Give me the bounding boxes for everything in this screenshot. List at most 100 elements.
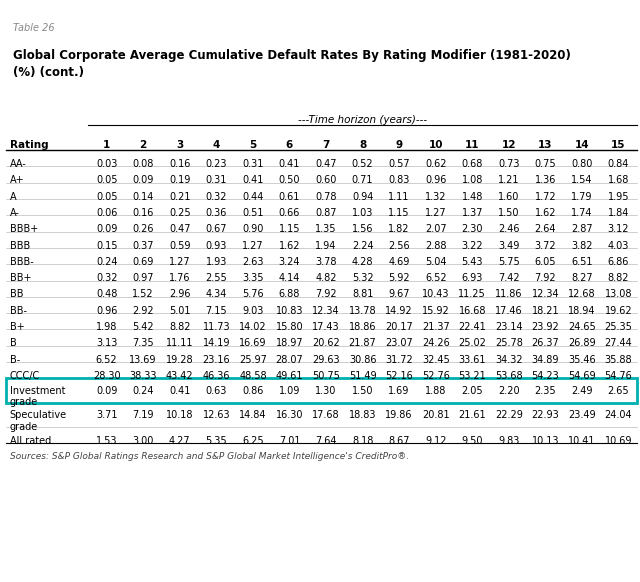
Text: 10: 10 bbox=[428, 140, 443, 150]
Text: 8.67: 8.67 bbox=[388, 436, 410, 446]
Text: 26.37: 26.37 bbox=[531, 338, 559, 349]
Text: 8.82: 8.82 bbox=[169, 322, 191, 332]
Text: 2.30: 2.30 bbox=[461, 224, 483, 235]
Text: 0.62: 0.62 bbox=[425, 159, 447, 169]
Text: 5.04: 5.04 bbox=[425, 257, 447, 267]
Text: 23.92: 23.92 bbox=[531, 322, 559, 332]
Text: BBB: BBB bbox=[10, 240, 30, 251]
Text: 0.09: 0.09 bbox=[96, 224, 117, 235]
Text: 0.47: 0.47 bbox=[169, 224, 191, 235]
Text: 0.71: 0.71 bbox=[352, 175, 373, 186]
Text: 1.08: 1.08 bbox=[461, 175, 483, 186]
Text: 3.82: 3.82 bbox=[572, 240, 593, 251]
Text: 1.93: 1.93 bbox=[205, 257, 227, 267]
Text: 0.67: 0.67 bbox=[205, 224, 227, 235]
Text: 0.66: 0.66 bbox=[279, 208, 300, 218]
Text: 1.72: 1.72 bbox=[534, 191, 556, 202]
Text: 3.78: 3.78 bbox=[316, 257, 337, 267]
Text: 0.59: 0.59 bbox=[169, 240, 191, 251]
Text: 6: 6 bbox=[286, 140, 293, 150]
Text: 29.63: 29.63 bbox=[312, 354, 340, 365]
Text: 0.16: 0.16 bbox=[132, 208, 154, 218]
Text: 6.86: 6.86 bbox=[608, 257, 629, 267]
Text: 1.62: 1.62 bbox=[534, 208, 556, 218]
Text: 5: 5 bbox=[249, 140, 257, 150]
Text: 18.94: 18.94 bbox=[568, 306, 596, 316]
Text: 0.47: 0.47 bbox=[316, 159, 337, 169]
Text: 7.19: 7.19 bbox=[132, 410, 154, 420]
Text: 15: 15 bbox=[611, 140, 626, 150]
Text: 21.37: 21.37 bbox=[422, 322, 449, 332]
Text: 3.24: 3.24 bbox=[278, 257, 300, 267]
Text: 5.92: 5.92 bbox=[388, 273, 410, 283]
Text: 0.87: 0.87 bbox=[316, 208, 337, 218]
Text: 1.27: 1.27 bbox=[425, 208, 447, 218]
Text: 12.34: 12.34 bbox=[532, 289, 559, 300]
Text: 49.61: 49.61 bbox=[276, 371, 303, 381]
Text: 5.32: 5.32 bbox=[352, 273, 373, 283]
Text: 23.14: 23.14 bbox=[495, 322, 523, 332]
Text: 4.27: 4.27 bbox=[169, 436, 191, 446]
Text: 8.82: 8.82 bbox=[608, 273, 629, 283]
Text: 6.52: 6.52 bbox=[425, 273, 447, 283]
Text: All rated: All rated bbox=[10, 436, 51, 446]
Text: 1.94: 1.94 bbox=[316, 240, 337, 251]
Text: 1.68: 1.68 bbox=[608, 175, 629, 186]
Text: 20.17: 20.17 bbox=[385, 322, 413, 332]
Text: 25.35: 25.35 bbox=[605, 322, 632, 332]
Text: 1.11: 1.11 bbox=[388, 191, 410, 202]
Text: 3.00: 3.00 bbox=[132, 436, 154, 446]
Text: 0.23: 0.23 bbox=[205, 159, 227, 169]
Text: 0.32: 0.32 bbox=[96, 273, 117, 283]
Text: 4: 4 bbox=[212, 140, 220, 150]
Text: Sources: S&P Global Ratings Research and S&P Global Market Intelligence's Credit: Sources: S&P Global Ratings Research and… bbox=[10, 452, 409, 461]
Text: B: B bbox=[10, 338, 17, 349]
Text: 12.63: 12.63 bbox=[202, 410, 230, 420]
Text: 1.74: 1.74 bbox=[572, 208, 593, 218]
Text: 22.41: 22.41 bbox=[458, 322, 486, 332]
Text: 10.41: 10.41 bbox=[568, 436, 596, 446]
Text: 19.28: 19.28 bbox=[166, 354, 193, 365]
Text: 0.21: 0.21 bbox=[169, 191, 191, 202]
Text: Investment
grade: Investment grade bbox=[10, 386, 65, 407]
Text: 0.52: 0.52 bbox=[352, 159, 373, 169]
Text: 9.67: 9.67 bbox=[388, 289, 410, 300]
Text: 6.88: 6.88 bbox=[279, 289, 300, 300]
Text: 2.46: 2.46 bbox=[498, 224, 520, 235]
Text: AA-: AA- bbox=[10, 159, 26, 169]
Text: 2.63: 2.63 bbox=[242, 257, 264, 267]
Text: 8.18: 8.18 bbox=[352, 436, 373, 446]
Text: 5.42: 5.42 bbox=[132, 322, 154, 332]
Text: 52.76: 52.76 bbox=[422, 371, 450, 381]
Text: 1.98: 1.98 bbox=[96, 322, 117, 332]
Text: 17.43: 17.43 bbox=[312, 322, 340, 332]
Text: 0.60: 0.60 bbox=[316, 175, 337, 186]
Text: 1.27: 1.27 bbox=[169, 257, 191, 267]
Text: 0.57: 0.57 bbox=[388, 159, 410, 169]
Text: 53.21: 53.21 bbox=[458, 371, 486, 381]
Text: 2.56: 2.56 bbox=[388, 240, 410, 251]
Text: Global Corporate Average Cumulative Default Rates By Rating Modifier (1981-2020): Global Corporate Average Cumulative Defa… bbox=[13, 49, 571, 80]
Text: 38.33: 38.33 bbox=[129, 371, 157, 381]
Text: 20.81: 20.81 bbox=[422, 410, 449, 420]
Text: 8.81: 8.81 bbox=[352, 289, 373, 300]
Text: 2.92: 2.92 bbox=[132, 306, 154, 316]
Text: 19.86: 19.86 bbox=[385, 410, 413, 420]
Text: 7.92: 7.92 bbox=[316, 289, 337, 300]
Text: 1.15: 1.15 bbox=[278, 224, 300, 235]
Text: 2.87: 2.87 bbox=[571, 224, 593, 235]
Text: 0.86: 0.86 bbox=[242, 386, 264, 396]
Text: 0.41: 0.41 bbox=[242, 175, 264, 186]
Text: 1.82: 1.82 bbox=[388, 224, 410, 235]
Text: 0.68: 0.68 bbox=[461, 159, 483, 169]
Text: 35.46: 35.46 bbox=[568, 354, 596, 365]
Text: 1.27: 1.27 bbox=[242, 240, 264, 251]
Text: 4.14: 4.14 bbox=[279, 273, 300, 283]
Text: 1.37: 1.37 bbox=[461, 208, 483, 218]
Text: 18.83: 18.83 bbox=[349, 410, 376, 420]
Text: 13: 13 bbox=[538, 140, 553, 150]
Text: 2.49: 2.49 bbox=[572, 386, 593, 396]
Text: 3.12: 3.12 bbox=[608, 224, 629, 235]
Text: 24.04: 24.04 bbox=[605, 410, 632, 420]
Text: 1.95: 1.95 bbox=[608, 191, 629, 202]
